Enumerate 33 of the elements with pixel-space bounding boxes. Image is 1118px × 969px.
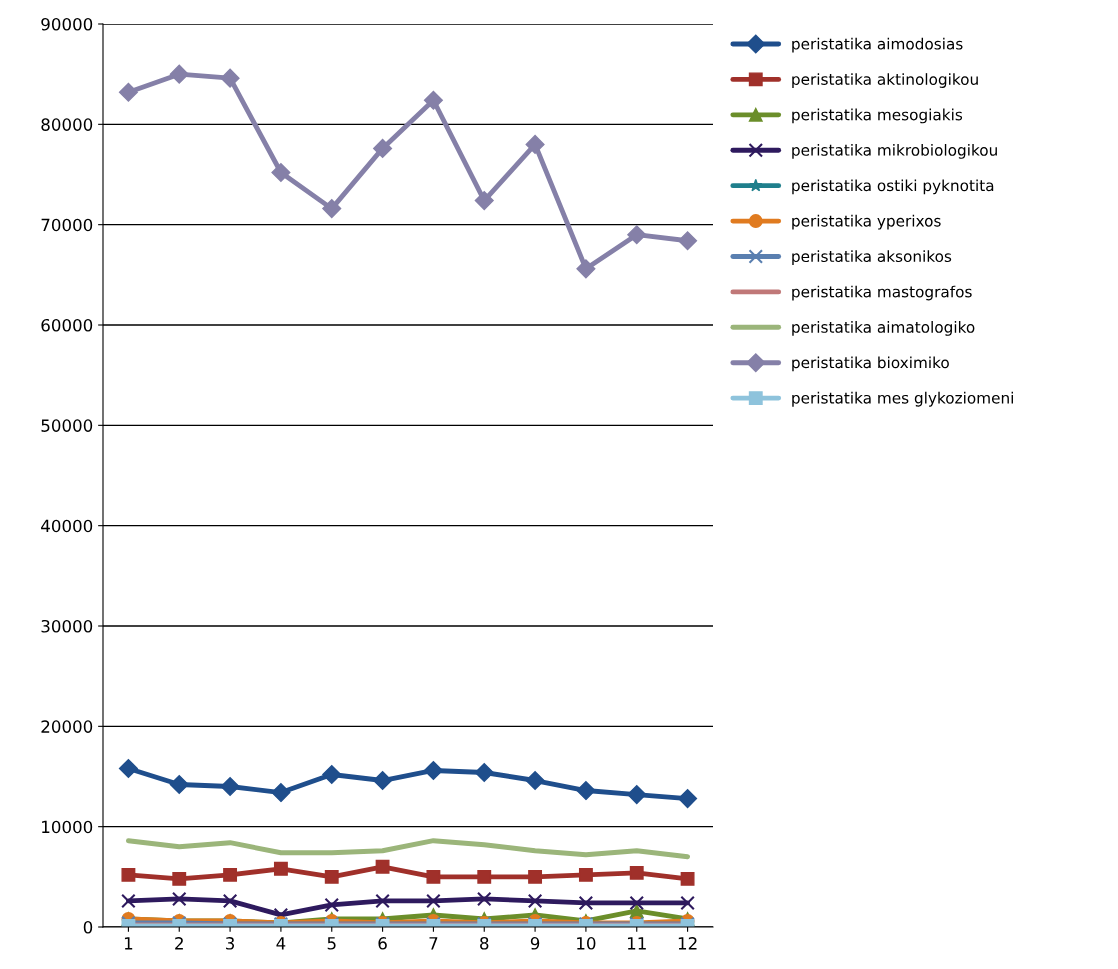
x-tick-label: 4	[276, 937, 286, 950]
legend-label: peristatika mes glykoziomeni	[792, 391, 1013, 407]
y-tick-label: 20000	[41, 720, 93, 733]
x-tick-label: 3	[226, 937, 235, 950]
x-tick-label: 5	[327, 937, 336, 950]
x-tick-label: 1	[124, 937, 133, 950]
legend-label: peristatika yperixos	[792, 214, 941, 230]
y-tick-label: 70000	[41, 218, 93, 232]
legend-label: peristatika mesogiakis	[792, 108, 963, 124]
y-tick-label: 10000	[42, 820, 93, 834]
y-tick-label: 90000	[41, 17, 93, 31]
legend-label: peristatika aksonikos	[792, 250, 952, 265]
x-tick-label: 9	[530, 937, 540, 950]
y-tick-label: 40000	[41, 519, 93, 533]
x-tick-label: 8	[480, 937, 489, 950]
y-tick-label: 30000	[41, 619, 93, 633]
x-tick-label: 12	[678, 937, 697, 950]
y-tick-label: 60000	[41, 318, 93, 332]
x-tick-label: 7	[429, 937, 438, 950]
legend-label: peristatika bioximiko	[792, 356, 949, 372]
x-tick-label: 2	[175, 937, 183, 950]
x-tick-label: 11	[627, 937, 646, 950]
legend-label: peristatika mastografos	[792, 285, 972, 301]
y-tick-label: 50000	[41, 419, 93, 432]
legend-label: peristatika mikrobiologikou	[792, 143, 997, 159]
legend-label: peristatika ostiki pyknotita	[792, 179, 994, 195]
y-tick-label: 0	[83, 920, 93, 934]
x-tick-label: 10	[577, 937, 596, 950]
legend-label: peristatika aktinologikou	[792, 73, 978, 88]
y-tick-label: 80000	[41, 118, 93, 131]
legend-label: peristatika aimodosias	[792, 37, 963, 53]
x-tick-label: 6	[378, 937, 387, 950]
legend-label: peristatika aimatologiko	[792, 321, 975, 336]
